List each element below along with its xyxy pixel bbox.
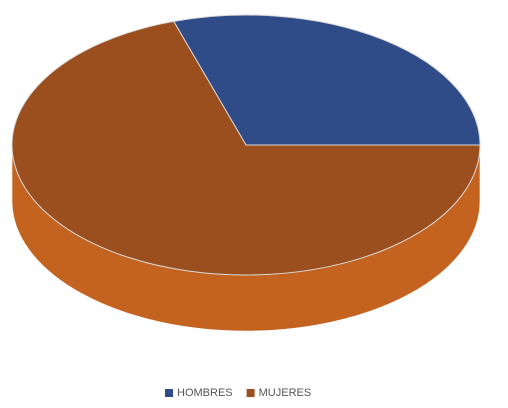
legend-label: HOMBRES xyxy=(177,387,233,399)
legend-swatch xyxy=(165,389,173,397)
pie-slice xyxy=(11,20,481,276)
legend-label: MUJERES xyxy=(259,387,312,399)
legend-swatch xyxy=(246,389,255,397)
pie-slice xyxy=(172,14,481,146)
